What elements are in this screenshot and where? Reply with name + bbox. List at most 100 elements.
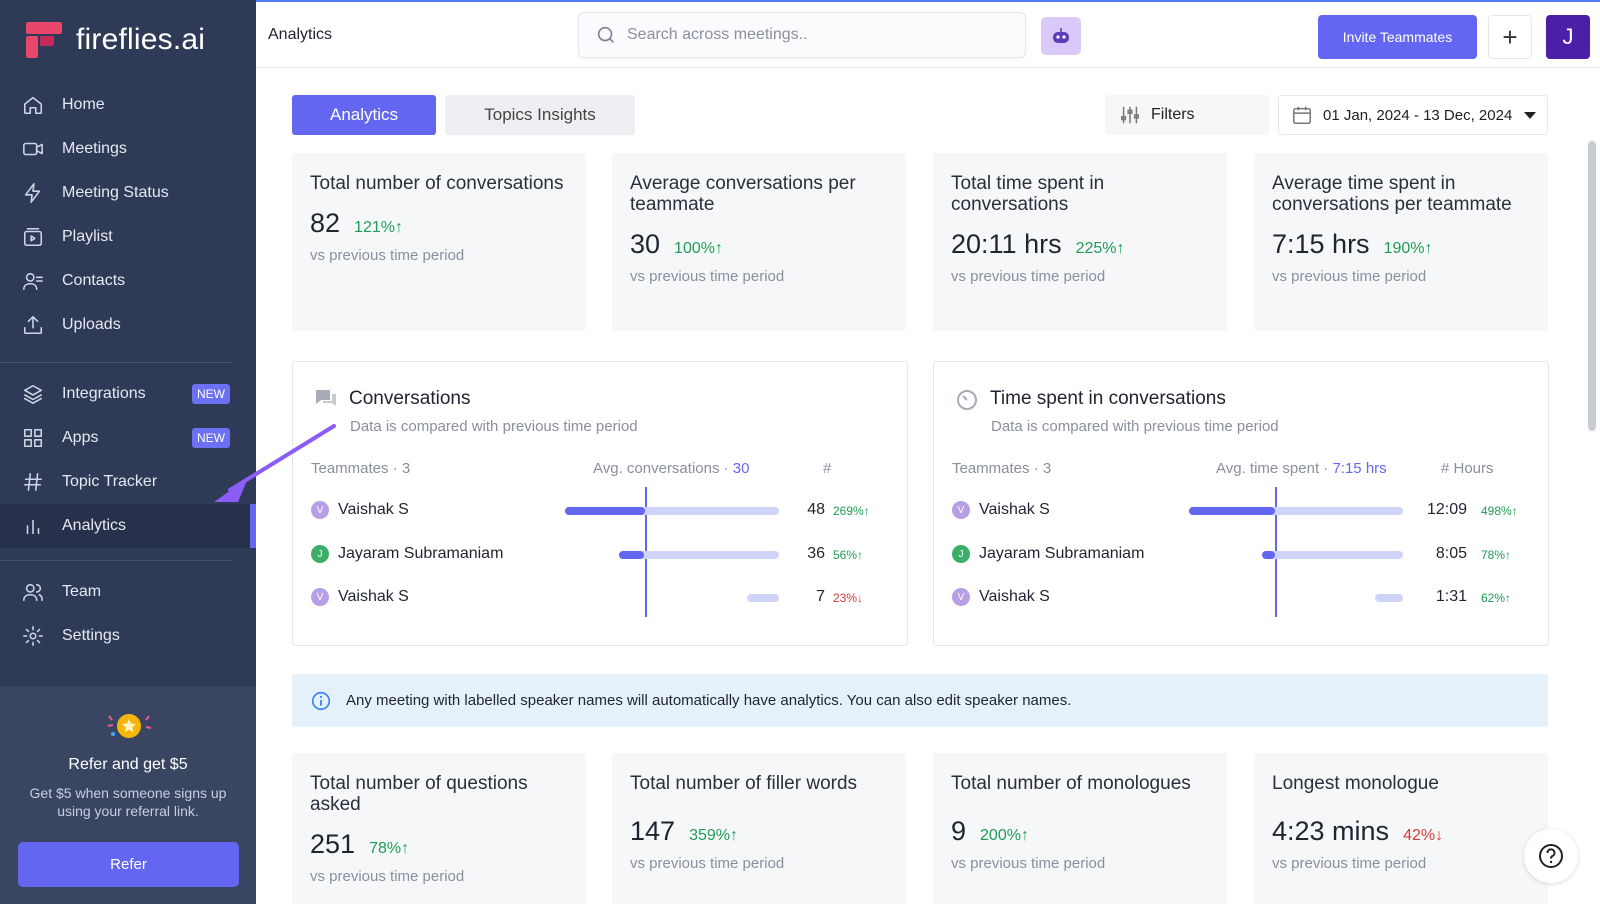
stat-value: 82 [310, 208, 341, 238]
teammate-name: Vaishak S [979, 501, 1050, 518]
sidebar-item-playlist[interactable]: Playlist [0, 215, 256, 259]
sidebar-item-label: Meetings [62, 140, 127, 157]
sidebar-item-meeting-status[interactable]: Meeting Status [0, 171, 256, 215]
filters-button[interactable]: Filters [1105, 95, 1269, 135]
sidebar-item-label: Topic Tracker [62, 473, 158, 490]
bar-chart-icon [22, 515, 44, 537]
count-header: # [823, 460, 832, 477]
logo[interactable]: fireflies.ai [24, 20, 205, 60]
stat-change: 225%↑ [1075, 240, 1125, 257]
teammate-name: Jayaram Subramaniam [338, 545, 504, 562]
contacts-icon [22, 270, 44, 292]
stat-card: Average time spent in conversations per … [1254, 153, 1548, 331]
fred-bot-button[interactable] [1041, 17, 1081, 55]
avg-header: Avg. time spent · 7:15 hrs [1216, 460, 1387, 477]
avatar: V [311, 501, 329, 519]
sidebar-item-settings[interactable]: Settings [0, 614, 256, 658]
new-badge: NEW [192, 384, 230, 404]
sidebar-divider [0, 362, 232, 363]
add-button[interactable]: + [1488, 15, 1532, 59]
stat-card: Total number of filler words 147 359%↑ vs… [612, 753, 906, 904]
sidebar-item-team[interactable]: Team [0, 570, 256, 614]
refer-box: Refer and get $5 Get $5 when someone sig… [0, 686, 256, 904]
sidebar-item-analytics[interactable]: Analytics [0, 504, 256, 548]
teammate-row: J Jayaram Subramaniam [952, 544, 1144, 564]
new-badge: NEW [192, 428, 230, 448]
sidebar-item-label: Settings [62, 627, 120, 644]
time-spent-panel: Time spent in conversations Data is comp… [933, 361, 1549, 646]
avatar[interactable]: J [1546, 15, 1590, 59]
stat-subtext: vs previous time period [310, 868, 465, 885]
sidebar-item-uploads[interactable]: Uploads [0, 303, 256, 347]
search-bar[interactable] [578, 12, 1026, 58]
playlist-icon [22, 226, 44, 248]
info-banner: Any meeting with labelled speaker names … [292, 674, 1548, 727]
refer-button[interactable]: Refer [18, 842, 239, 887]
row-change: 23%↓ [833, 591, 864, 605]
stat-value: 147 [630, 816, 676, 846]
stat-card: Total number of monologues 9 200%↑ vs pre… [933, 753, 1227, 904]
stat-title: Total number of monologues [951, 773, 1191, 794]
sidebar-item-integrations[interactable]: Integrations NEW [0, 372, 256, 416]
comparison-bar [1189, 507, 1403, 515]
sidebar-item-meetings[interactable]: Meetings [0, 127, 256, 171]
teammate-row: V Vaishak S [952, 500, 1050, 520]
date-range-picker[interactable]: 01 Jan, 2024 - 13 Dec, 2024 [1278, 95, 1548, 135]
stat-title: Total time spent in conversations [951, 173, 1105, 215]
fireflies-logo-icon [24, 20, 64, 60]
value-bar [1189, 507, 1275, 515]
stat-change: 78%↑ [369, 840, 410, 857]
comparison-bar [565, 507, 779, 515]
stat-card: Total time spent in conversations 20:11 … [933, 153, 1227, 331]
stat-subtext: vs previous time period [1272, 855, 1427, 872]
conversations-panel: Conversations Data is compared with prev… [292, 361, 908, 646]
teammate-name: Vaishak S [338, 588, 409, 605]
date-range-label: 01 Jan, 2024 - 13 Dec, 2024 [1323, 106, 1513, 124]
sidebar-item-home[interactable]: Home [0, 83, 256, 127]
tab-analytics[interactable]: Analytics [292, 95, 436, 135]
sliders-icon [1121, 106, 1139, 124]
lightning-icon [22, 182, 44, 204]
sidebar-item-label: Apps [62, 429, 99, 446]
teammate-row: V Vaishak S [311, 500, 409, 520]
avatar: J [952, 545, 970, 563]
page-title: Analytics [268, 26, 333, 43]
sidebar-item-contacts[interactable]: Contacts [0, 259, 256, 303]
topbar: Analytics Invite Teammates + J [256, 0, 1600, 68]
scrollbar[interactable] [1588, 141, 1596, 431]
teammate-row: V Vaishak S [311, 587, 409, 607]
star-coin-icon [103, 706, 155, 742]
refer-description: Get $5 when someone signs up using your … [29, 785, 227, 819]
filters-label: Filters [1151, 106, 1195, 123]
stat-value: 251 [310, 829, 356, 859]
team-icon [22, 581, 44, 603]
search-input[interactable] [627, 26, 1007, 44]
stat-card: Average conversations per teammate 30 100… [612, 153, 906, 331]
invite-teammates-button[interactable]: Invite Teammates [1318, 15, 1477, 59]
tab-topics-insights[interactable]: Topics Insights [445, 95, 635, 135]
comparison-bar [746, 594, 779, 602]
stat-subtext: vs previous time period [310, 247, 465, 264]
sidebar-item-label: Integrations [62, 385, 146, 402]
main-content: Analytics Topics Insights Filters 01 Jan… [256, 69, 1600, 904]
value-bar [1261, 551, 1275, 559]
avatar: V [952, 588, 970, 606]
avatar: V [311, 588, 329, 606]
sidebar-item-apps[interactable]: Apps NEW [0, 416, 256, 460]
stat-title: Average conversations per teammate [630, 173, 856, 215]
robot-icon [1053, 28, 1069, 43]
stat-card: Total number of questions asked 251 78%↑ … [292, 753, 586, 904]
teammates-header: Teammates · 3 [952, 460, 1052, 477]
value-bar [565, 507, 646, 515]
sidebar-item-label: Meeting Status [62, 184, 169, 201]
help-button[interactable] [1524, 829, 1578, 883]
hours-header: # Hours [1441, 460, 1494, 477]
stat-value: 9 [951, 816, 967, 846]
panel-title: Time spent in conversations [990, 388, 1226, 409]
teammate-row: J Jayaram Subramaniam [311, 544, 503, 564]
panel-title: Conversations [349, 388, 471, 409]
stat-subtext: vs previous time period [951, 268, 1106, 285]
info-icon [311, 691, 331, 710]
sidebar-item-topic-tracker[interactable]: Topic Tracker [0, 460, 256, 504]
stat-card: Longest monologue 4:23 mins 42%↓ vs previ… [1254, 753, 1548, 904]
